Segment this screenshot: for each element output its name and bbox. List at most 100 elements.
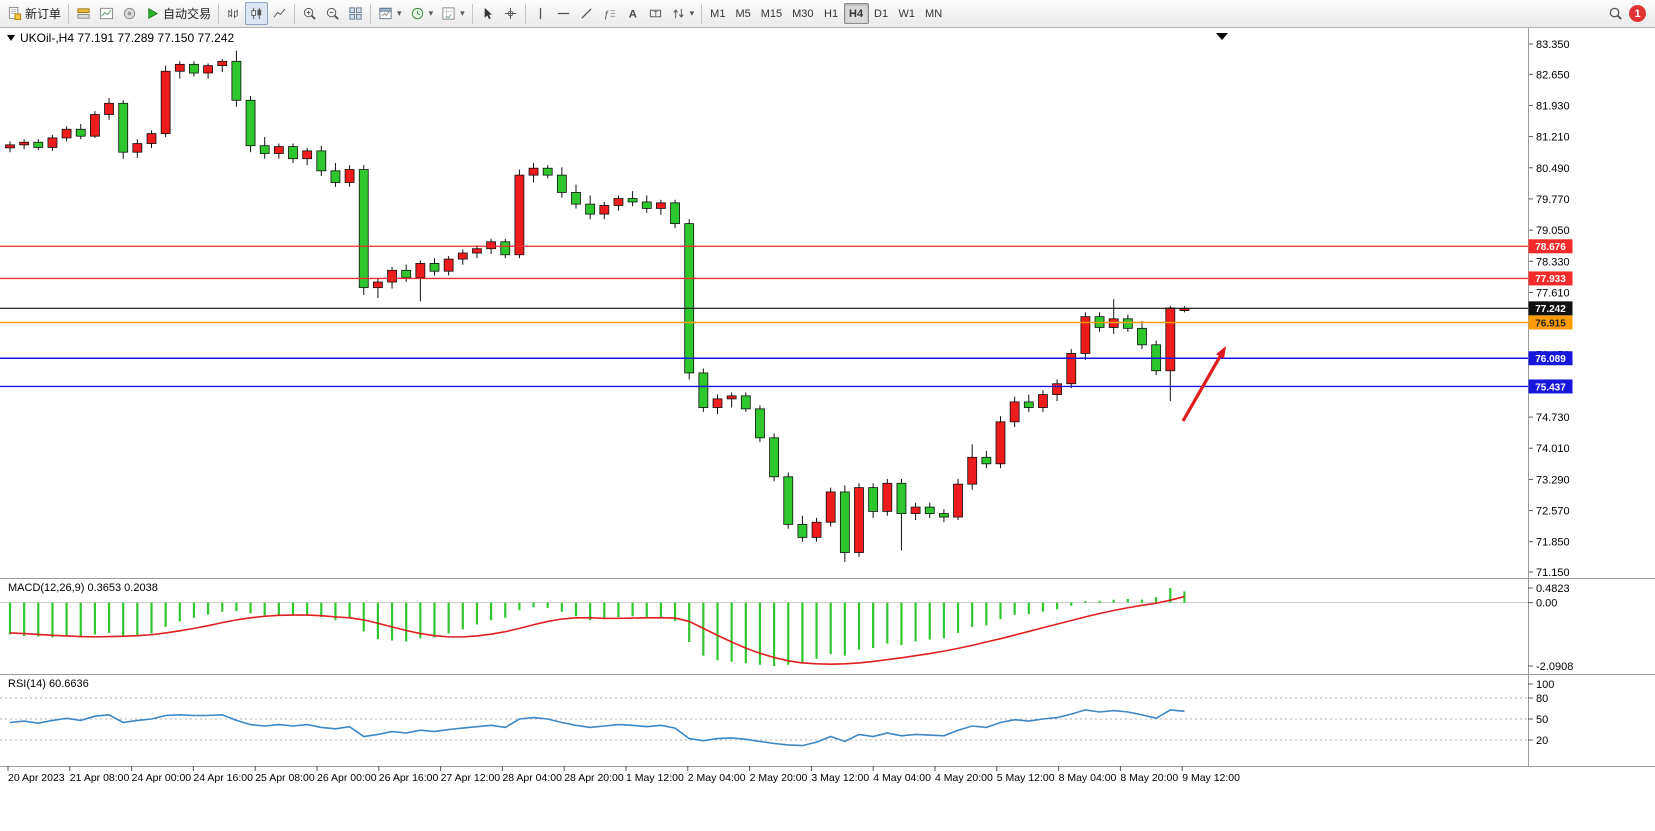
trend-arrow[interactable] bbox=[1181, 353, 1223, 422]
svg-text:ƒ: ƒ bbox=[604, 9, 610, 20]
notification-badge[interactable]: 1 bbox=[1629, 5, 1646, 22]
bars-chart-icon bbox=[226, 6, 241, 21]
symbol-dropdown-icon[interactable] bbox=[7, 35, 15, 41]
shapes-icon: T bbox=[648, 6, 663, 21]
periodicity-button[interactable]: ▾ bbox=[406, 2, 438, 25]
candle-body bbox=[344, 169, 355, 183]
time-axis-label: 24 Apr 16:00 bbox=[193, 772, 253, 784]
zoom-out-button[interactable] bbox=[321, 2, 344, 25]
time-axis-label: 27 Apr 12:00 bbox=[441, 772, 501, 784]
timeframe-m5-button[interactable]: M5 bbox=[730, 3, 755, 24]
candle-body bbox=[160, 70, 171, 134]
time-axis-label: 8 May 04:00 bbox=[1059, 772, 1117, 784]
timeframe-mn-button[interactable]: MN bbox=[920, 3, 947, 24]
candle-body bbox=[443, 258, 454, 272]
time-axis-label: 20 Apr 2023 bbox=[8, 772, 65, 784]
timeframe-m30-button[interactable]: M30 bbox=[787, 3, 818, 24]
auto-trading-button[interactable]: 自动交易 bbox=[141, 2, 215, 25]
candle-body bbox=[995, 421, 1006, 465]
candle-body bbox=[825, 491, 836, 523]
trend-arrow-head[interactable] bbox=[1216, 346, 1226, 359]
book-icon bbox=[76, 6, 91, 21]
bar-chart-mode-button[interactable] bbox=[222, 2, 245, 25]
candle-body bbox=[90, 114, 100, 137]
price-badge-label: 77.933 bbox=[1535, 274, 1566, 285]
strategy-tester-button[interactable] bbox=[118, 2, 141, 25]
draw-vline-button[interactable] bbox=[529, 2, 552, 25]
candle-body bbox=[273, 146, 284, 154]
price-badge bbox=[1528, 315, 1573, 330]
draw-text-button[interactable]: A bbox=[621, 2, 644, 25]
candle-body bbox=[868, 487, 879, 512]
vline-icon bbox=[533, 6, 548, 21]
toolbar-separator bbox=[218, 3, 220, 24]
price-axis-label: 77.610 bbox=[1536, 287, 1570, 299]
candle-body bbox=[769, 437, 779, 478]
candle-body bbox=[585, 203, 596, 215]
time-axis-label: 21 Apr 08:00 bbox=[70, 772, 130, 784]
line-chart-icon bbox=[272, 6, 287, 21]
arrows-icon bbox=[671, 6, 686, 21]
candle-body bbox=[288, 146, 298, 160]
timeframe-h1-button[interactable]: H1 bbox=[819, 3, 844, 24]
crosshair-mode-button[interactable] bbox=[499, 2, 522, 25]
templates-button[interactable]: ▾ bbox=[437, 2, 469, 25]
candle-body bbox=[1066, 353, 1077, 385]
timeframe-d1-button[interactable]: D1 bbox=[869, 3, 894, 24]
candle-body bbox=[1038, 394, 1048, 408]
price-badge-label: 77.242 bbox=[1535, 304, 1566, 315]
chart-title: UKOil-,H4 77.191 77.289 77.150 77.242 bbox=[20, 31, 234, 45]
draw-trendline-button[interactable] bbox=[575, 2, 598, 25]
time-axis-label: 5 May 12:00 bbox=[997, 772, 1055, 784]
zoom-in-icon bbox=[302, 6, 317, 21]
search-button[interactable] bbox=[1604, 2, 1627, 25]
toolbar-separator bbox=[471, 3, 473, 24]
tile-windows-button[interactable] bbox=[344, 2, 367, 25]
draw-arrows-button[interactable]: ▾ bbox=[667, 2, 699, 25]
timeframe-h4-button[interactable]: H4 bbox=[843, 3, 869, 24]
zoom-in-button[interactable] bbox=[298, 2, 321, 25]
candle-body bbox=[75, 128, 86, 137]
candle-body bbox=[528, 167, 539, 176]
price-axis-label: 71.850 bbox=[1536, 537, 1570, 549]
new-chart-button[interactable]: ▾ bbox=[374, 2, 406, 25]
market-watch-button[interactable] bbox=[72, 2, 95, 25]
candle-chart-mode-button[interactable] bbox=[245, 2, 269, 25]
candle-body bbox=[712, 398, 723, 408]
price-axis-label: 78.330 bbox=[1536, 256, 1570, 268]
candle-body bbox=[939, 513, 949, 518]
price-axis-label: 80.490 bbox=[1536, 163, 1570, 175]
timeframe-w1-button[interactable]: W1 bbox=[894, 3, 921, 24]
timeframe-m15-button[interactable]: M15 bbox=[756, 3, 787, 24]
line-chart-mode-button[interactable] bbox=[268, 2, 291, 25]
search-icon bbox=[1608, 6, 1623, 21]
price-axis-label: 81.930 bbox=[1536, 100, 1570, 112]
toolbar-separator bbox=[370, 3, 372, 24]
macd-signal-line bbox=[9, 595, 1185, 665]
candle-body bbox=[613, 198, 624, 206]
time-axis-label: 28 Apr 20:00 bbox=[564, 772, 624, 784]
candle-body bbox=[415, 263, 426, 279]
draw-fibonacci-button[interactable]: ƒ bbox=[598, 2, 621, 25]
time-axis-label: 1 May 12:00 bbox=[626, 772, 684, 784]
candle-body bbox=[783, 476, 794, 525]
play-icon bbox=[145, 6, 160, 21]
price-axis-label: 73.290 bbox=[1536, 474, 1570, 486]
time-axis-label: 3 May 12:00 bbox=[811, 772, 869, 784]
candle-body bbox=[387, 269, 397, 283]
draw-hline-button[interactable] bbox=[552, 2, 575, 25]
candle-body bbox=[401, 269, 412, 279]
cursor-mode-button[interactable] bbox=[476, 2, 499, 25]
new-order-button[interactable]: 新订单 bbox=[3, 2, 65, 25]
chart-canvas[interactable]: 83.350 82.650 81.930 81.210 80.490 79.770 79.0… bbox=[0, 28, 1655, 831]
chart-shift-marker[interactable] bbox=[1216, 33, 1228, 40]
draw-label-button[interactable]: T bbox=[644, 2, 667, 25]
crosshair-icon bbox=[503, 6, 518, 21]
data-window-button[interactable] bbox=[95, 2, 118, 25]
macd-axis-label: 0.4823 bbox=[1536, 583, 1570, 595]
rsi-axis-label: 100 bbox=[1536, 679, 1554, 691]
zoom-out-icon bbox=[325, 6, 340, 21]
candle-body bbox=[330, 170, 341, 183]
candle-body bbox=[429, 263, 440, 272]
timeframe-m1-button[interactable]: M1 bbox=[705, 3, 730, 24]
